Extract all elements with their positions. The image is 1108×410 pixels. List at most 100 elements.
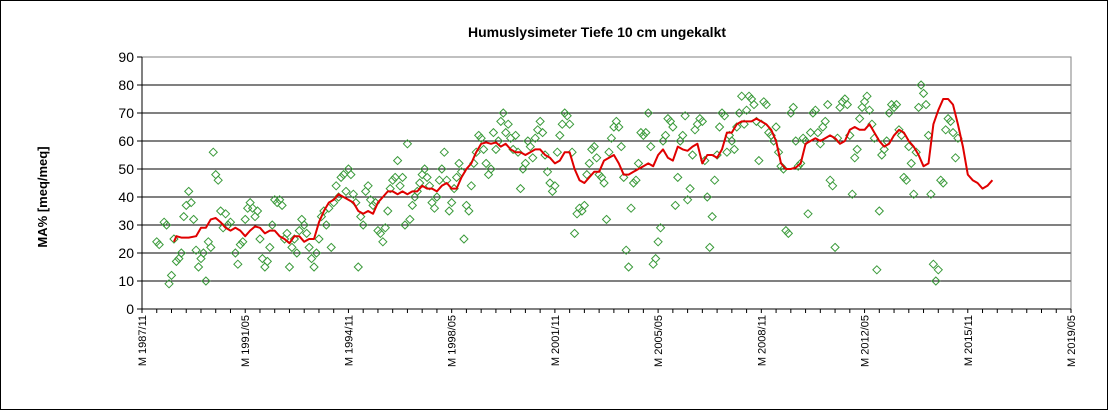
data-point [233, 259, 243, 269]
data-point [555, 130, 565, 141]
data-point [375, 228, 386, 239]
data-point [412, 186, 422, 197]
data-point [513, 147, 523, 157]
data-point [569, 228, 580, 239]
data-point [577, 206, 587, 216]
data-point [916, 80, 926, 90]
data-point [830, 242, 840, 253]
data-point [385, 183, 395, 194]
data-point [346, 169, 356, 180]
data-point [186, 197, 196, 208]
data-point [781, 225, 791, 236]
trend-line [172, 98, 994, 245]
data-point [754, 155, 764, 166]
data-point [473, 130, 484, 141]
data-point [872, 265, 882, 275]
data-point [850, 153, 860, 163]
data-point [247, 203, 258, 213]
data-point [503, 119, 513, 129]
data-point [164, 279, 174, 289]
data-point [272, 197, 282, 208]
data-point [673, 172, 683, 183]
data-point [520, 158, 531, 169]
data-point [252, 206, 263, 216]
data-point [306, 253, 317, 264]
data-point [879, 144, 889, 155]
y-tick-label: 20 [118, 245, 134, 261]
data-point [842, 99, 853, 110]
data-point [174, 253, 184, 264]
data-point [940, 125, 951, 135]
data-point [604, 147, 614, 157]
data-point [891, 99, 902, 110]
data-point [368, 200, 378, 211]
data-point [660, 130, 671, 141]
data-point [429, 203, 440, 213]
plot-area [141, 56, 1072, 310]
data-point [889, 102, 899, 113]
data-point [739, 119, 749, 129]
data-point [692, 119, 703, 129]
data-point [471, 147, 481, 157]
data-point [211, 169, 221, 180]
data-point [240, 214, 250, 225]
data-point [749, 99, 759, 110]
data-point [498, 108, 508, 118]
data-point [154, 239, 164, 250]
data-point [618, 172, 629, 183]
data-point [864, 105, 875, 115]
data-point [805, 127, 816, 138]
data-point [734, 108, 744, 118]
data-point [591, 153, 602, 163]
data-point [643, 108, 653, 118]
data-point [936, 175, 946, 185]
data-point [771, 122, 781, 132]
data-point [854, 113, 865, 124]
data-point [847, 189, 857, 199]
data-point [682, 195, 693, 205]
data-point [454, 158, 464, 169]
data-point [437, 164, 447, 174]
data-point [818, 122, 828, 132]
data-point [746, 94, 757, 104]
data-point [899, 172, 909, 183]
x-axis: M 1987/11 M 1991/05 M 1994/11 M 1998/05 M 20… [137, 308, 1078, 367]
data-point [727, 136, 737, 146]
data-point [466, 181, 477, 191]
data-point [331, 181, 341, 191]
data-point [827, 181, 838, 191]
data-point [616, 141, 626, 152]
data-point [171, 256, 182, 267]
data-point [407, 200, 418, 211]
data-point [417, 169, 427, 180]
data-point [257, 253, 268, 264]
data-point [304, 242, 314, 253]
data-point [415, 178, 425, 188]
data-point [626, 203, 636, 213]
data-point [913, 102, 924, 113]
x-tick-label: M 1998/05 [447, 315, 459, 367]
x-tick-label: M 1987/11 [137, 315, 149, 366]
data-point [687, 150, 698, 160]
data-point [262, 256, 273, 267]
data-point [655, 223, 666, 233]
data-point [810, 105, 821, 115]
data-point [582, 169, 592, 180]
data-point [653, 237, 663, 247]
data-point [795, 158, 806, 169]
data-point [397, 172, 408, 183]
data-point [532, 125, 543, 135]
data-point [358, 220, 368, 230]
x-tick-label: M 2019/05 [1066, 315, 1078, 367]
data-point [434, 175, 445, 185]
data-point [650, 253, 661, 264]
data-point [906, 158, 916, 169]
data-point [680, 111, 690, 121]
y-tick-label: 10 [118, 273, 134, 289]
data-point [874, 206, 885, 216]
data-point [292, 248, 302, 258]
data-point [542, 167, 553, 177]
data-point [419, 164, 430, 174]
data-point [348, 189, 359, 199]
